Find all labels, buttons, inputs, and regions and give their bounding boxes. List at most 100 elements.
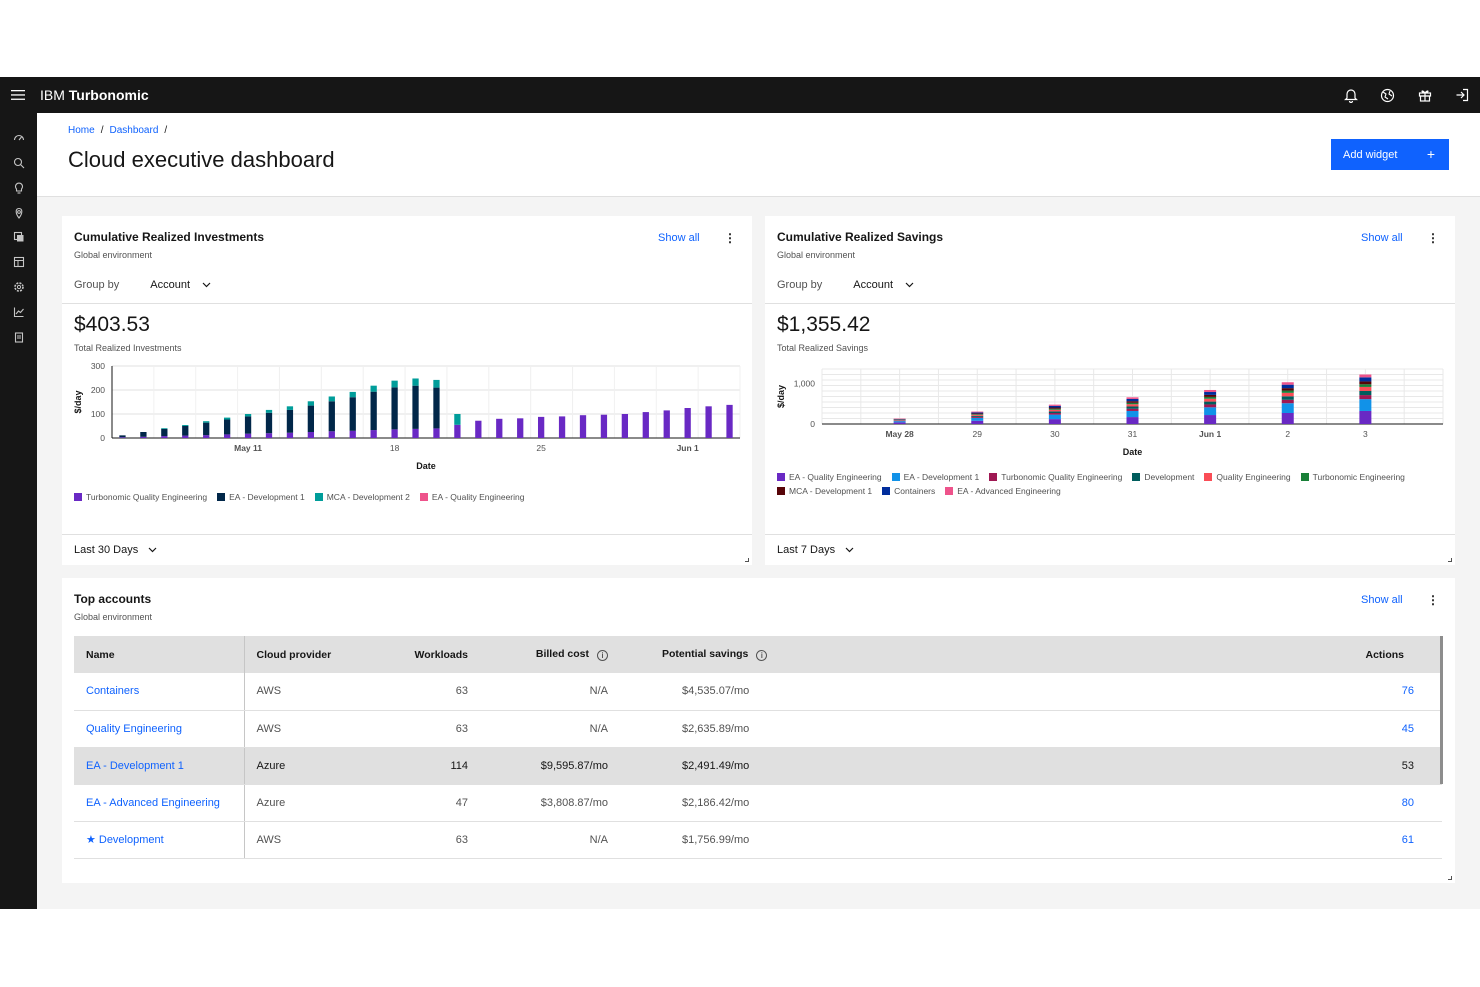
lightbulb-nav-icon[interactable] <box>0 176 37 200</box>
actions-link[interactable]: 53 <box>780 747 1442 785</box>
investments-widget: Cumulative Realized Investments Global e… <box>62 216 752 565</box>
resize-handle[interactable] <box>1448 558 1452 562</box>
bar-segment <box>307 405 315 432</box>
menu-icon[interactable] <box>0 77 36 113</box>
gift-icon[interactable] <box>1406 77 1443 113</box>
legend-swatch <box>74 493 82 501</box>
legend-label: MCA - Development 2 <box>326 492 410 502</box>
legend-item[interactable]: Turbonomic Engineering <box>1300 472 1405 482</box>
table-row[interactable]: Containers AWS 63 N/A $4,535.07/mo 76 <box>74 673 1442 711</box>
bar-segment <box>244 433 252 438</box>
add-widget-button[interactable]: Add widget + <box>1331 139 1449 170</box>
show-all-link[interactable]: Show all <box>1361 594 1403 606</box>
legend-item[interactable]: EA - Quality Engineering <box>419 492 524 502</box>
calendar-nav-icon[interactable] <box>0 250 37 274</box>
overflow-menu-icon[interactable]: ⋮ <box>1427 593 1439 607</box>
actions-link[interactable]: 45 <box>780 710 1442 748</box>
group-by-label: Group by <box>74 279 120 291</box>
bar-segment <box>1359 381 1372 385</box>
legend-swatch <box>217 493 226 501</box>
copy-nav-icon[interactable] <box>0 225 37 249</box>
info-icon[interactable]: i <box>756 650 768 661</box>
table-row[interactable]: Quality Engineering AWS 63 N/A $2,635.89… <box>74 710 1442 748</box>
settings-nav-icon[interactable] <box>0 275 37 299</box>
resize-handle[interactable] <box>745 558 749 562</box>
chart-nav-icon[interactable] <box>0 300 37 324</box>
x-tick-label: May 28 <box>885 429 914 439</box>
star-icon[interactable]: ★ <box>86 834 96 846</box>
overflow-menu-icon[interactable]: ⋮ <box>724 231 736 245</box>
location-nav-icon[interactable] <box>0 201 37 225</box>
legend-item[interactable]: EA - Quality Engineering <box>777 472 882 482</box>
cloud-provider: AWS <box>244 710 374 748</box>
bar-segment <box>1048 409 1061 412</box>
chevron-down-icon[interactable] <box>905 279 914 291</box>
search-nav-icon[interactable] <box>0 151 37 175</box>
legend-item[interactable]: MCA - Development 2 <box>314 492 410 502</box>
bar-segment <box>893 421 906 423</box>
breadcrumb-home[interactable]: Home <box>68 125 95 136</box>
table-row-selected[interactable]: EA - Development 1 Azure 114 $9,595.87/m… <box>74 747 1442 785</box>
cloud-provider: Azure <box>244 747 374 785</box>
table-scrollbar[interactable] <box>1440 636 1443 784</box>
actions-link[interactable]: 61 <box>780 821 1442 859</box>
legend-item[interactable]: MCA - Development 1 <box>777 486 872 496</box>
divider <box>62 534 752 535</box>
column-header-actions[interactable]: Actions <box>780 636 1442 673</box>
x-tick-label: 25 <box>536 443 546 453</box>
bar-segment <box>705 406 712 438</box>
potential-savings: $2,635.89/mo <box>620 710 780 748</box>
account-name-link[interactable]: Containers <box>74 673 245 711</box>
info-icon[interactable]: i <box>597 650 608 661</box>
overflow-menu-icon[interactable]: ⋮ <box>1427 231 1439 245</box>
account-name-link[interactable]: ★ Development <box>74 821 245 859</box>
legend-item[interactable]: EA - Development 1 <box>217 492 305 502</box>
show-all-link[interactable]: Show all <box>1361 232 1403 244</box>
range-dropdown[interactable]: Last 30 Days <box>74 544 157 556</box>
logout-icon[interactable] <box>1443 77 1480 113</box>
cloud-provider: AWS <box>244 821 374 859</box>
clipboard-nav-icon[interactable] <box>0 325 37 349</box>
breadcrumb-dashboard[interactable]: Dashboard <box>109 125 159 136</box>
column-header-workloads[interactable]: Workloads <box>374 636 480 673</box>
chevron-down-icon[interactable] <box>202 279 211 291</box>
range-dropdown[interactable]: Last 7 Days <box>777 544 854 556</box>
legend-swatch <box>891 473 900 481</box>
bar-segment <box>558 416 566 438</box>
actions-link[interactable]: 80 <box>780 784 1442 822</box>
column-header-billed-cost[interactable]: Billed cost i <box>480 636 620 673</box>
dashboard-nav-icon[interactable] <box>0 126 37 150</box>
bar-segment <box>971 412 984 414</box>
potential-savings: $1,756.99/mo <box>620 821 780 859</box>
y-tick-label: 0 <box>100 433 105 443</box>
legend-item[interactable]: EA - Development 1 <box>891 472 979 482</box>
column-header-provider[interactable]: Cloud provider <box>244 636 374 673</box>
legend-item[interactable]: Containers <box>882 486 935 496</box>
account-name-link[interactable]: Quality Engineering <box>74 710 245 748</box>
legend-item[interactable]: Development <box>1132 472 1194 482</box>
bar-segment <box>265 409 273 413</box>
column-header-potential-savings[interactable]: Potential savings i <box>620 636 780 673</box>
globe-icon[interactable] <box>1369 77 1406 113</box>
group-by-dropdown[interactable]: Account <box>853 279 893 291</box>
resize-handle[interactable] <box>1448 876 1452 880</box>
show-all-link[interactable]: Show all <box>658 232 700 244</box>
bar-segment <box>1204 404 1217 408</box>
account-name-link[interactable]: EA - Advanced Engineering <box>74 784 245 822</box>
table-row[interactable]: ★ Development AWS 63 N/A $1,756.99/mo 61 <box>74 821 1442 859</box>
legend-item[interactable]: Turbonomic Quality Engineering <box>989 472 1122 482</box>
legend-item[interactable]: Turbonomic Quality Engineering <box>74 492 207 502</box>
table-row[interactable]: EA - Advanced Engineering Azure 47 $3,80… <box>74 784 1442 822</box>
group-by-dropdown[interactable]: Account <box>150 279 190 291</box>
accounts-table: Name Cloud provider Workloads Billed cos… <box>74 636 1442 859</box>
y-axis-title: $/day <box>73 390 83 413</box>
legend-item[interactable]: EA - Advanced Engineering <box>945 486 1061 496</box>
column-header-name[interactable]: Name <box>74 636 245 673</box>
brand[interactable]: IBM Turbonomic <box>40 87 149 103</box>
actions-link[interactable]: 76 <box>780 673 1442 711</box>
legend-item[interactable]: Quality Engineering <box>1204 472 1291 482</box>
notification-icon[interactable] <box>1332 77 1369 113</box>
account-name-link[interactable]: EA - Development 1 <box>74 747 245 785</box>
x-tick-label: 18 <box>390 443 400 453</box>
bar-segment <box>307 432 315 438</box>
